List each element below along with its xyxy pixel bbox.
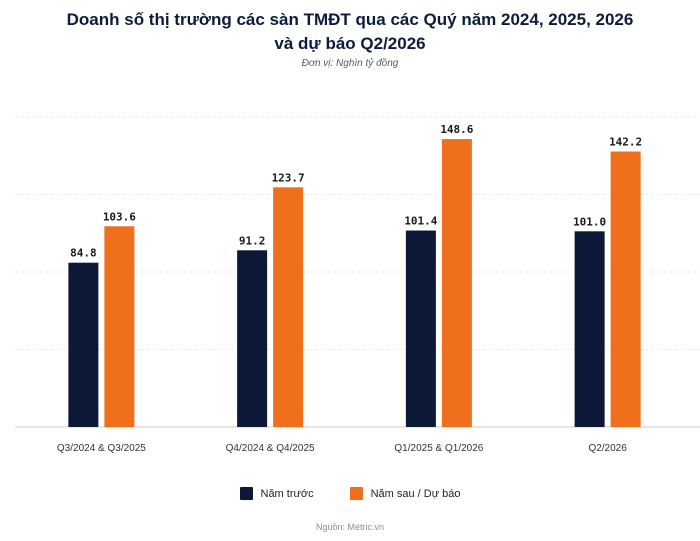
bar-previous-0: [68, 262, 99, 427]
legend-swatch-current: [349, 487, 363, 500]
legend-item-previous: Năm trước: [239, 487, 314, 500]
legend-item-current: Năm sau / Dự báo: [349, 487, 461, 500]
bar-current-0: [104, 226, 135, 427]
source-note: Nguồn: Metric.vn: [315, 522, 385, 532]
x-tick-label-1: Q4/2024 & Q4/2025: [226, 443, 315, 454]
legend-label-previous: Năm trước: [260, 487, 314, 500]
data-label-current-3: 142.2: [609, 135, 642, 148]
bar-current-3: [610, 151, 641, 428]
legend: Năm trước Năm sau / Dự báo: [0, 487, 700, 500]
data-label-current-2: 148.6: [440, 123, 473, 136]
bar-previous-1: [237, 250, 268, 427]
bar-current-2: [441, 139, 472, 427]
data-label-current-1: 123.7: [272, 171, 305, 184]
legend-swatch-previous: [239, 487, 253, 500]
legend-label-current: Năm sau / Dự báo: [370, 487, 461, 500]
data-label-previous-0: 84.8: [70, 247, 97, 260]
x-tick-label-3: Q2/2026: [588, 443, 627, 454]
data-label-previous-2: 101.4: [404, 215, 437, 228]
chart-title: Doanh số thị trường các sàn TMĐT qua các…: [66, 10, 634, 53]
bar-previous-3: [574, 231, 605, 427]
bar-current-1: [273, 187, 304, 427]
data-label-previous-1: 91.2: [239, 234, 266, 247]
x-tick-label-0: Q3/2024 & Q3/2025: [57, 443, 146, 454]
data-label-current-0: 103.6: [103, 210, 136, 223]
data-label-previous-3: 101.0: [573, 215, 606, 228]
chart-subtitle: Đơn vị: Nghìn tỷ đồng: [301, 58, 399, 69]
bar-chart: 84.8 103.6 Q3/2024 & Q3/2025 91.2 123.7 Q4/20…: [15, 116, 700, 454]
x-tick-label-2: Q1/2025 & Q1/2026: [394, 443, 483, 454]
bar-previous-2: [405, 230, 436, 427]
